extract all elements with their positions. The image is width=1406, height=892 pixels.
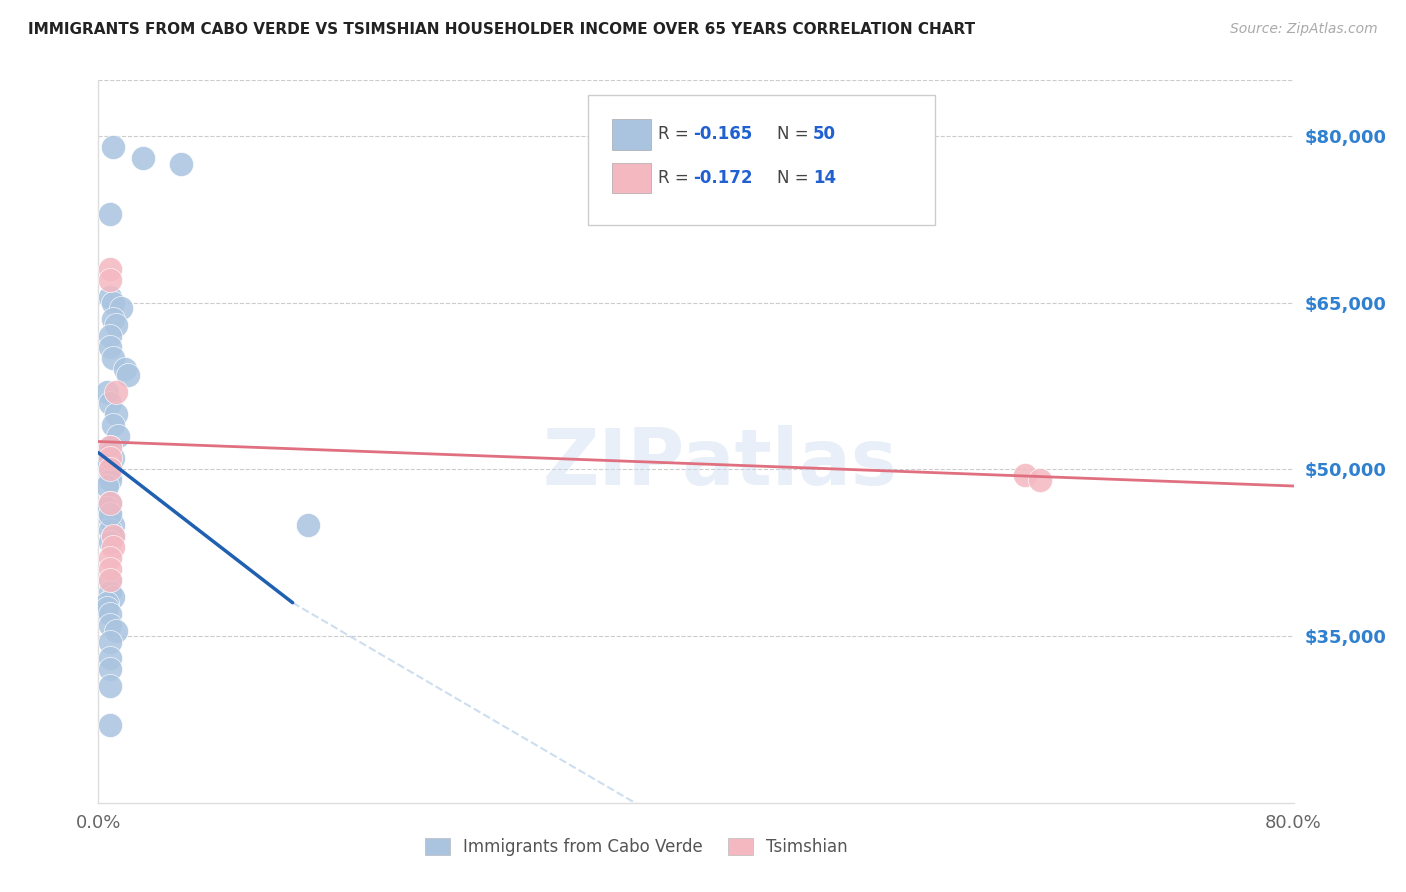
Point: [103, 140, 125, 154]
Point: [1028, 474, 1050, 488]
Point: [103, 529, 125, 543]
Text: 50: 50: [813, 126, 837, 144]
Point: [105, 384, 128, 399]
Point: [98, 440, 122, 454]
Point: [297, 517, 319, 532]
Point: [96, 384, 118, 399]
Point: [98, 290, 122, 304]
Point: [98, 512, 122, 526]
Point: [96, 596, 118, 610]
Text: ZIPatlas: ZIPatlas: [543, 425, 897, 501]
Point: [103, 517, 125, 532]
Point: [114, 362, 136, 376]
Point: [98, 451, 122, 466]
Point: [98, 718, 122, 732]
Text: 14: 14: [813, 169, 837, 186]
Text: Source: ZipAtlas.com: Source: ZipAtlas.com: [1230, 22, 1378, 37]
Point: [98, 551, 122, 566]
Point: [98, 467, 122, 482]
Point: [98, 534, 122, 549]
Text: N =: N =: [778, 169, 814, 186]
Point: [103, 540, 125, 554]
Point: [98, 574, 122, 588]
Point: [98, 462, 122, 476]
Point: [103, 590, 125, 604]
Point: [105, 407, 128, 421]
Point: [98, 562, 122, 576]
Point: [98, 496, 122, 510]
Point: [98, 496, 122, 510]
Point: [96, 457, 118, 471]
Point: [98, 474, 122, 488]
Point: [98, 524, 122, 538]
Point: [98, 462, 122, 476]
Point: [98, 207, 122, 221]
Point: [103, 451, 125, 466]
Point: [107, 429, 129, 443]
Point: [98, 440, 122, 454]
Point: [98, 340, 122, 354]
Point: [169, 156, 191, 170]
Point: [103, 529, 125, 543]
Point: [96, 501, 118, 516]
Point: [103, 417, 125, 432]
Point: [96, 479, 118, 493]
Point: [105, 624, 128, 638]
FancyBboxPatch shape: [589, 95, 935, 225]
Point: [98, 395, 122, 409]
Point: [98, 618, 122, 632]
Text: -0.165: -0.165: [693, 126, 752, 144]
Legend: Immigrants from Cabo Verde, Tsimshian: Immigrants from Cabo Verde, Tsimshian: [418, 831, 855, 863]
Point: [96, 601, 118, 615]
Point: [103, 312, 125, 326]
Point: [117, 368, 139, 382]
Point: [98, 662, 122, 676]
Point: [98, 679, 122, 693]
Point: [103, 295, 125, 310]
Point: [98, 445, 122, 459]
Point: [98, 273, 122, 287]
Text: R =: R =: [658, 126, 693, 144]
Point: [103, 351, 125, 366]
Point: [98, 634, 122, 648]
Point: [98, 507, 122, 521]
Point: [98, 507, 122, 521]
Point: [98, 574, 122, 588]
Point: [110, 301, 132, 315]
Point: [132, 151, 155, 165]
Text: -0.172: -0.172: [693, 169, 754, 186]
Text: N =: N =: [778, 126, 814, 144]
FancyBboxPatch shape: [613, 120, 651, 150]
Point: [98, 651, 122, 665]
Point: [98, 262, 122, 277]
FancyBboxPatch shape: [613, 162, 651, 193]
Text: IMMIGRANTS FROM CABO VERDE VS TSIMSHIAN HOUSEHOLDER INCOME OVER 65 YEARS CORRELA: IMMIGRANTS FROM CABO VERDE VS TSIMSHIAN …: [28, 22, 976, 37]
Point: [98, 584, 122, 599]
Point: [105, 318, 128, 332]
Text: R =: R =: [658, 169, 693, 186]
Point: [98, 607, 122, 621]
Point: [98, 329, 122, 343]
Point: [1014, 467, 1036, 482]
